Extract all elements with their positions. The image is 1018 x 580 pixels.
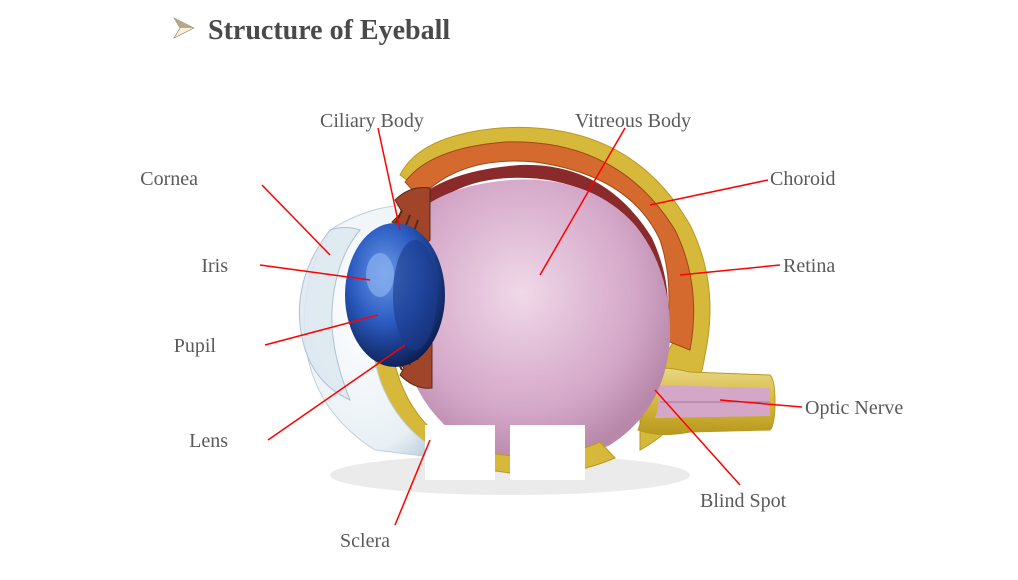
label-retina: Retina xyxy=(783,255,835,278)
label-lens: Lens xyxy=(189,430,228,453)
eye-illustration xyxy=(0,80,1018,580)
label-ciliary-body: Ciliary Body xyxy=(320,110,424,133)
page-title: Structure of Eyeball xyxy=(208,15,450,47)
title-row: Structure of Eyeball xyxy=(170,14,450,47)
label-choroid: Choroid xyxy=(770,168,836,191)
label-vitreous-body: Vitreous Body xyxy=(575,110,691,133)
label-pupil: Pupil xyxy=(174,335,216,358)
label-optic-nerve: Optic Nerve xyxy=(805,397,903,420)
label-blind-spot: Blind Spot xyxy=(700,490,786,513)
label-sclera: Sclera xyxy=(340,530,390,553)
label-iris: Iris xyxy=(201,255,228,278)
eyeball-diagram: Ciliary Body Vitreous Body Cornea Choroid Ir… xyxy=(0,80,1018,580)
arrow-bullet-icon xyxy=(170,14,198,47)
label-cornea: Cornea xyxy=(140,168,198,191)
